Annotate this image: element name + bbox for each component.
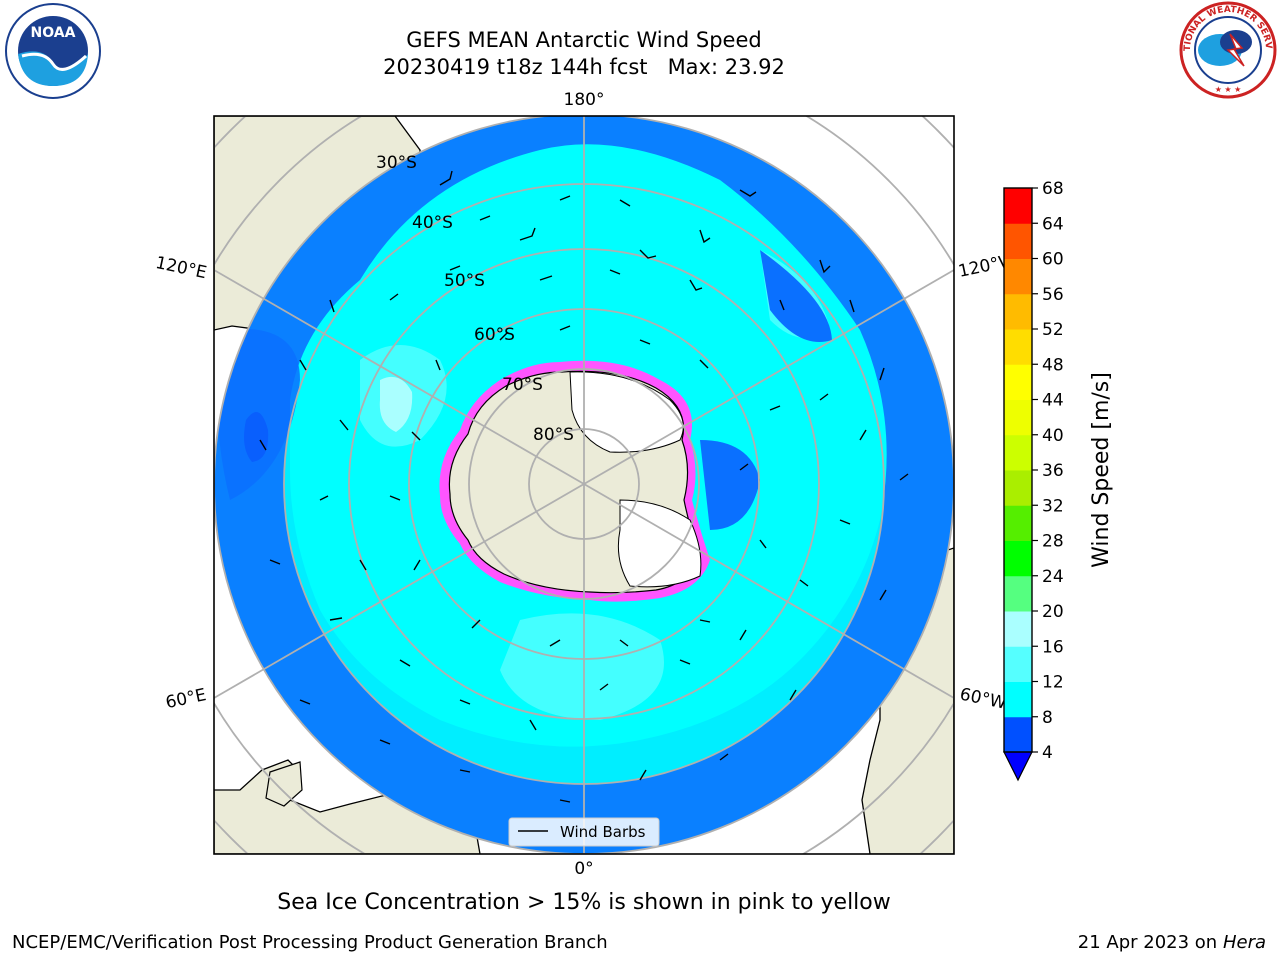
colorbar-tick-label: 52 <box>1042 320 1064 340</box>
colorbar-tick-label: 40 <box>1042 426 1064 446</box>
colorbar-segment <box>1004 611 1032 647</box>
colorbar-tick-label: 24 <box>1042 567 1064 587</box>
madagascar-land <box>265 761 303 807</box>
colorbar-tick-label: 8 <box>1042 708 1053 728</box>
sea-ice-caption: Sea Ice Concentration > 15% is shown in … <box>277 890 891 915</box>
svg-text:★ ★ ★: ★ ★ ★ <box>1215 85 1242 94</box>
colorbar-tick-label: 60 <box>1042 250 1064 270</box>
colorbar-tick-label: 68 <box>1042 179 1064 199</box>
lat-label-80s: 80°S <box>533 425 574 445</box>
wind-band-4-d <box>700 440 760 530</box>
colorbar-tick-label: 44 <box>1042 391 1064 411</box>
wind-band-4-c <box>760 250 832 342</box>
colorbar-segment <box>1004 470 1032 506</box>
colorbar-segment <box>1004 716 1032 753</box>
wind-band-4-b <box>216 328 300 500</box>
colorbar-segment <box>1004 434 1032 471</box>
lon-label-180: 180° <box>564 90 605 110</box>
noaa-logo-icon: NOAA <box>2 2 104 104</box>
legend-label: Wind Barbs <box>560 823 646 841</box>
colorbar-tick-label: 56 <box>1042 285 1064 305</box>
wind-barbs <box>259 170 909 803</box>
colorbar-tick-label: 64 <box>1042 214 1064 234</box>
colorbar-segment <box>1004 188 1032 224</box>
lon-label-120e: 120°E <box>154 253 209 283</box>
lat-label-30s: 30°S <box>376 153 417 173</box>
wind-band-16 <box>379 376 413 432</box>
footer-branch: NCEP/EMC/Verification Post Processing Pr… <box>12 932 608 953</box>
colorbar-segment <box>1004 258 1032 295</box>
colorbar-segment <box>1004 681 1032 718</box>
lon-label-0: 0° <box>574 859 593 879</box>
graticule <box>214 116 954 854</box>
colorbar-segment <box>1004 364 1032 400</box>
colorbar-segment <box>1004 223 1032 259</box>
map-subtitle: 20230419 t18z 144h fcst Max: 23.92 <box>383 55 785 79</box>
colorbar-tick-label: 32 <box>1042 496 1064 516</box>
national-weather-service-logo-icon: NATIONAL WEATHER SERVICE ★ ★ ★ <box>1172 0 1280 104</box>
lat-label-40s: 40°S <box>412 213 453 233</box>
colorbar-segment <box>1004 399 1032 436</box>
svg-text:NOAA: NOAA <box>31 25 76 41</box>
colorbar-tick-label: 12 <box>1042 673 1064 693</box>
colorbar-label: Wind Speed [m/s] <box>1089 372 1114 568</box>
lat-label-60s: 60°S <box>474 325 515 345</box>
lat-label-70s: 70°S <box>502 375 543 395</box>
map-legend: Wind Barbs <box>508 817 660 847</box>
colorbar-segment <box>1004 293 1032 330</box>
colorbar-tick-label: 4 <box>1042 743 1053 763</box>
colorbar-segment <box>1004 646 1032 682</box>
colorbar-tick-label: 48 <box>1042 355 1064 375</box>
colorbar-tick-label: 16 <box>1042 637 1064 657</box>
lat-label-50s: 50°S <box>444 271 485 291</box>
footer-date: 21 Apr 2023 on Hera <box>1077 932 1266 953</box>
lon-label-60e: 60°E <box>164 685 208 713</box>
colorbar-tick-label: 28 <box>1042 532 1064 552</box>
colorbar-tick-label: 20 <box>1042 602 1064 622</box>
colorbar-under-arrow <box>1003 751 1033 782</box>
colorbar-tick-label: 36 <box>1042 461 1064 481</box>
map-title: GEFS MEAN Antarctic Wind Speed <box>406 28 762 52</box>
colorbar-segment <box>1004 505 1032 541</box>
colorbar-segment <box>1004 575 1032 612</box>
colorbar-segment <box>1004 329 1032 365</box>
colorbar-segment <box>1004 540 1032 577</box>
